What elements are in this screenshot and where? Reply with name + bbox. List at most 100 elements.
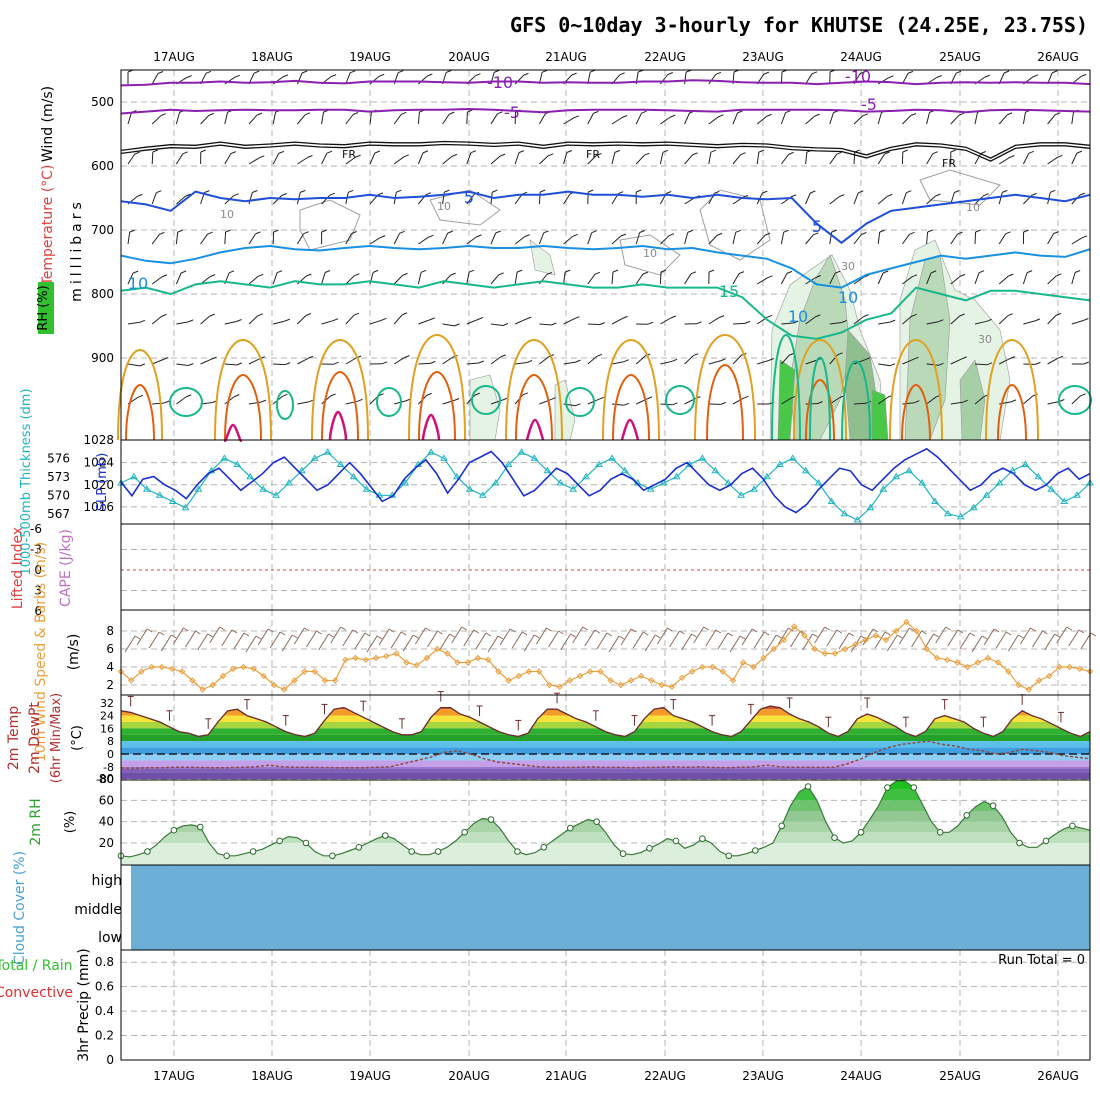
wind-barb <box>998 275 1009 285</box>
wind-barb <box>490 113 498 125</box>
thickness-marker <box>543 466 552 474</box>
wind-barb-flag <box>768 358 774 361</box>
surface-barb <box>511 631 523 649</box>
wind-speed-marker <box>525 668 533 675</box>
rh-marker <box>461 829 468 836</box>
wind-barb-flag <box>160 113 166 117</box>
temp-color-band <box>121 766 1090 769</box>
wind-barb <box>539 155 549 165</box>
surface-barb <box>548 630 559 648</box>
thickness-marker <box>362 485 371 492</box>
wind-speed-marker <box>127 677 135 684</box>
wind-barb-flag <box>783 229 789 233</box>
surface-barb <box>427 630 438 648</box>
wind-barb-flag <box>502 397 508 401</box>
surface-barb <box>451 626 463 644</box>
surface-barb <box>172 627 184 645</box>
surface-barb <box>898 627 910 645</box>
wind-barb-flag <box>474 392 480 396</box>
wind-barb <box>829 153 838 165</box>
temp-color-band <box>121 741 1090 748</box>
rh-marker <box>963 812 971 819</box>
wind-barb-flag <box>815 275 821 278</box>
warm-contour <box>223 410 640 443</box>
wind-barb-flag <box>571 72 577 76</box>
wind-speed-marker <box>158 663 166 671</box>
teal-contour-loop <box>1058 385 1092 415</box>
wind-barb <box>248 358 261 365</box>
wind-barb-flag <box>332 318 339 322</box>
wind-barb-flag <box>492 189 498 193</box>
thickness-marker <box>711 466 720 474</box>
isotherm-label: -5 <box>504 103 520 122</box>
wind-barb-flag <box>476 234 482 238</box>
wind-barb-flag <box>445 70 452 73</box>
wind-barb <box>660 116 671 125</box>
wind-barb <box>853 359 866 365</box>
wind-barb <box>176 363 189 366</box>
temp-tick: 0 <box>107 748 114 761</box>
wind-barb-flag <box>690 271 697 275</box>
wind-barb-flag <box>161 274 168 278</box>
thickness-marker <box>918 479 926 486</box>
wind-barb <box>127 112 132 125</box>
wind-barb-flag <box>612 269 619 273</box>
wind-barb-flag <box>304 112 311 116</box>
wind-speed-marker <box>811 645 818 653</box>
surface-barb-flag <box>957 629 964 634</box>
rh-marker <box>408 848 416 855</box>
temperature-axis-title: Temperature (°C) <box>40 165 56 287</box>
wind-barb <box>272 112 276 125</box>
wind-barb-flag <box>642 271 649 275</box>
wind-barb <box>708 152 712 165</box>
rh-marker <box>778 822 786 830</box>
wind-barb <box>224 363 237 366</box>
temp-color-band <box>121 760 1090 767</box>
wind-barb <box>998 114 1008 125</box>
date-label-bottom: 18AUG <box>251 1069 293 1083</box>
wind-barb-flag <box>1031 192 1037 196</box>
li-tick: 3 <box>34 584 42 598</box>
li-tick: -6 <box>30 522 42 536</box>
wind-barb-flag <box>1032 74 1039 78</box>
surface-barb-flag <box>340 626 346 631</box>
wind-barb-flag <box>911 313 917 317</box>
rh-marker <box>355 844 363 851</box>
wind-speed-marker <box>597 668 604 675</box>
wind-barb <box>248 315 259 325</box>
wind-barb-flag <box>572 233 578 237</box>
wind-barb-flag <box>541 69 548 73</box>
wind-barb-flag <box>188 319 194 323</box>
surface-barb-flag <box>546 627 552 632</box>
surface-barb-flag <box>1078 629 1085 634</box>
wind-barb <box>659 152 664 165</box>
wind-barb <box>998 233 1007 245</box>
wind-barb <box>974 231 977 245</box>
rh-color-band <box>121 843 1090 865</box>
date-label-bottom: 25AUG <box>939 1069 981 1083</box>
wind-barb <box>127 272 134 285</box>
wind-barb-flag <box>233 193 239 197</box>
wind-barb <box>660 235 670 245</box>
wind10m-axis-title: 10m Wind Speed & Barbs (m/s) <box>33 542 49 762</box>
wind-barb <box>369 237 381 245</box>
wind-barb-flag <box>902 149 908 153</box>
cape-axis-title: CAPE (J/kg) <box>58 529 74 607</box>
wind-barb-flag <box>836 151 842 155</box>
wind-barb-flag <box>758 149 765 153</box>
surface-barb <box>160 634 172 652</box>
wind-barb-flag <box>938 319 944 323</box>
upper-wind-barbs <box>127 69 1089 407</box>
labels-layer: 17AUG 17AUG 18AUG 18AUG 19AUG 19AUG 20AUG 20AUG… <box>0 50 1085 1083</box>
thickness-marker <box>944 509 952 517</box>
wind-barb-flag <box>324 270 331 273</box>
chart-title: GFS 0~10day 3-hourly for KHUTSE (24.25E,… <box>510 13 1088 37</box>
wind-speed-marker <box>719 668 727 675</box>
wind-barb-flag <box>427 73 433 77</box>
wind-barb-flag <box>493 69 500 73</box>
surface-barb-flag <box>255 635 262 640</box>
wind-barb-flag <box>401 312 408 316</box>
rh-marker <box>989 802 997 810</box>
wind-speed-marker <box>423 654 431 662</box>
wind-barb <box>1071 320 1084 325</box>
